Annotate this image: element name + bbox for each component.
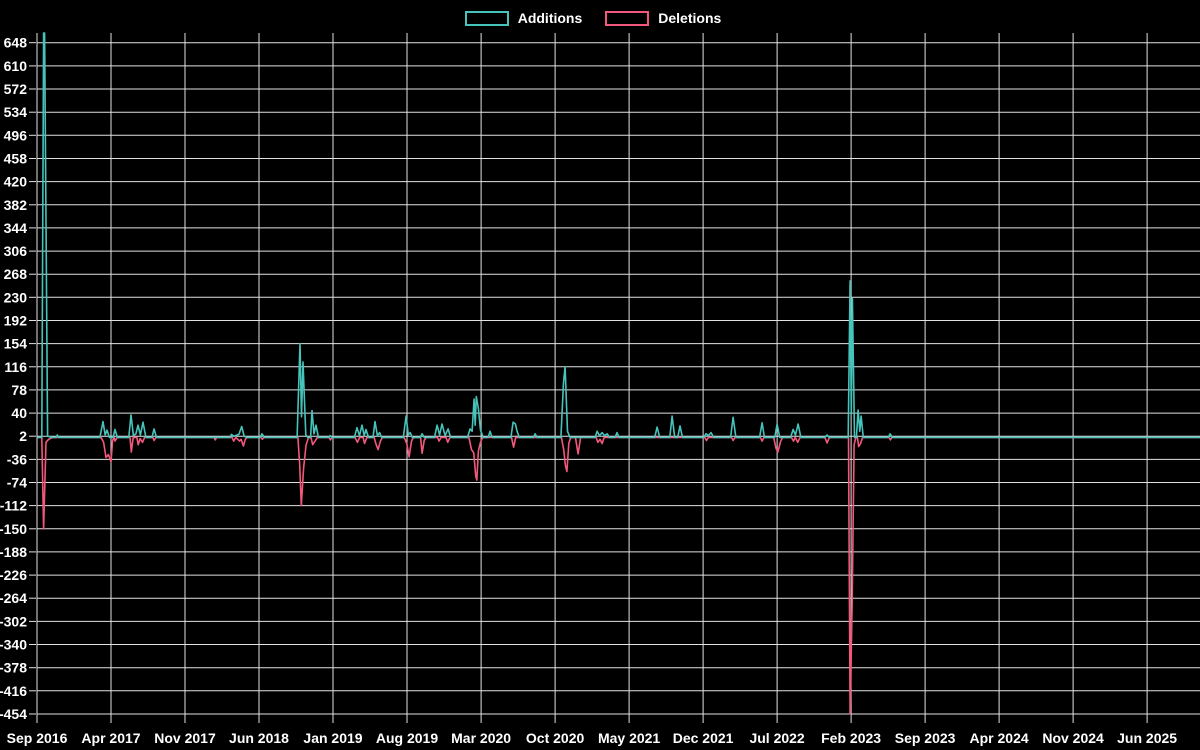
x-tick-label: Feb 2023: [821, 730, 881, 746]
y-tick-label: 40: [11, 405, 27, 421]
y-tick-label: 116: [4, 359, 27, 375]
y-tick-label: -302: [0, 613, 27, 629]
y-tick-label: 496: [4, 127, 28, 143]
x-tick-label: Jul 2022: [749, 730, 804, 746]
y-tick-label: -112: [0, 498, 27, 514]
additions-swatch: [464, 10, 509, 26]
chart-legend: Additions Deletions: [0, 7, 1200, 29]
y-tick-label: -416: [0, 683, 27, 699]
y-tick-label: -188: [0, 544, 27, 560]
legend-label-additions: Additions: [517, 10, 583, 26]
y-tick-label: 382: [4, 197, 28, 213]
x-tick-label: Nov 2024: [1042, 730, 1104, 746]
y-tick-label: -264: [0, 590, 27, 606]
deletions-swatch: [605, 10, 650, 26]
y-tick-label: 306: [4, 243, 28, 259]
y-tick-label: 230: [4, 289, 28, 305]
y-tick-label: 192: [4, 313, 28, 329]
y-tick-label: -378: [0, 660, 27, 676]
x-tick-label: Aug 2019: [376, 730, 438, 746]
y-tick-label: 572: [4, 81, 28, 97]
x-tick-label: Dec 2021: [673, 730, 734, 746]
y-tick-label: 610: [4, 58, 28, 74]
y-tick-label: 534: [4, 104, 28, 120]
y-tick-label: -74: [7, 475, 27, 491]
x-tick-label: Jun 2018: [229, 730, 289, 746]
additions-line: [37, 32, 1200, 439]
y-tick-label: -150: [0, 521, 27, 537]
x-tick-label: Sep 2023: [895, 730, 956, 746]
x-tick-label: Mar 2020: [451, 730, 511, 746]
x-tick-label: Jun 2025: [1117, 730, 1177, 746]
y-tick-label: 458: [4, 151, 28, 167]
x-tick-label: Oct 2020: [526, 730, 585, 746]
y-tick-label: -340: [0, 637, 27, 653]
deletions-line: [37, 436, 1200, 715]
y-tick-label: 420: [4, 174, 28, 190]
legend-label-deletions: Deletions: [658, 10, 722, 26]
y-tick-label: 648: [4, 35, 28, 51]
y-tick-label: 344: [4, 220, 28, 236]
x-tick-label: Sep 2016: [7, 730, 68, 746]
y-tick-label: -36: [7, 451, 27, 467]
y-tick-label: -454: [0, 706, 27, 722]
y-tick-label: 268: [4, 266, 28, 282]
x-tick-label: Nov 2017: [154, 730, 216, 746]
x-tick-label: Apr 2024: [970, 730, 1029, 746]
y-tick-label: -226: [0, 567, 27, 583]
x-tick-label: May 2021: [598, 730, 660, 746]
y-tick-label: 78: [11, 382, 27, 398]
x-tick-label: Jan 2019: [303, 730, 362, 746]
y-tick-label: 154: [4, 336, 28, 352]
y-tick-label: 2: [19, 428, 27, 444]
x-tick-label: Apr 2017: [81, 730, 140, 746]
